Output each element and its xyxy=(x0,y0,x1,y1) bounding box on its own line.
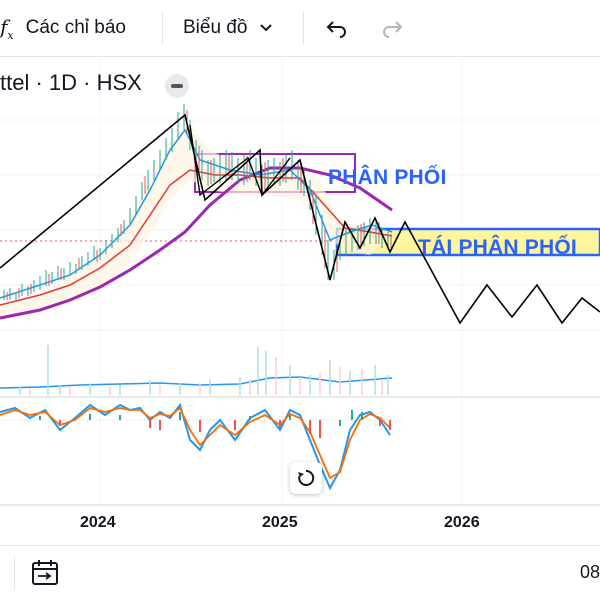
minus-icon xyxy=(171,84,183,88)
x-axis-label-2024: 2024 xyxy=(80,514,116,531)
symbol-title[interactable]: ttel · 1D · HSX xyxy=(0,70,142,95)
distribution-annotation[interactable]: PHÂN PHỐI xyxy=(328,166,447,189)
redistribution-annotation[interactable]: TÁI PHÂN PHỐI xyxy=(418,236,577,259)
reset-icon xyxy=(298,469,315,486)
undo-icon xyxy=(326,21,346,38)
collapse-legend-button[interactable] xyxy=(165,74,189,98)
bottom-toolbar: 08 xyxy=(0,545,600,601)
x-axis-label-2025: 2025 xyxy=(262,514,298,531)
redo-button[interactable] xyxy=(380,0,404,56)
time-readout: 08 xyxy=(579,562,600,582)
redo-icon xyxy=(383,21,403,38)
calendar-icon[interactable] xyxy=(30,558,60,586)
bottom-divider xyxy=(14,556,15,590)
chart-label: Biểu đồ xyxy=(183,17,248,38)
function-icon: ƒx xyxy=(0,14,14,42)
chart-type-dropdown[interactable]: Biểu đồ xyxy=(183,0,273,56)
x-axis-label-2026: 2026 xyxy=(444,514,480,531)
wave-projection-line[interactable] xyxy=(0,113,600,325)
ma-20-line xyxy=(0,128,393,299)
macd-pane xyxy=(0,402,392,491)
price-chart[interactable] xyxy=(0,56,600,545)
reset-chart-button[interactable] xyxy=(290,462,322,494)
toolbar-divider xyxy=(162,12,163,44)
chevron-down-icon xyxy=(260,24,273,32)
volume-pane xyxy=(0,345,393,395)
wave-drawing-line[interactable] xyxy=(189,124,291,197)
indicators-label: Các chỉ báo xyxy=(25,17,126,38)
indicators-button[interactable]: ƒx Các chỉ báo xyxy=(0,0,126,56)
candles xyxy=(3,104,392,300)
top-toolbar: ƒx Các chỉ báo Biểu đồ xyxy=(0,0,600,57)
undo-button[interactable] xyxy=(325,0,349,56)
ma-200-line xyxy=(0,166,393,320)
toolbar-divider xyxy=(303,12,304,44)
